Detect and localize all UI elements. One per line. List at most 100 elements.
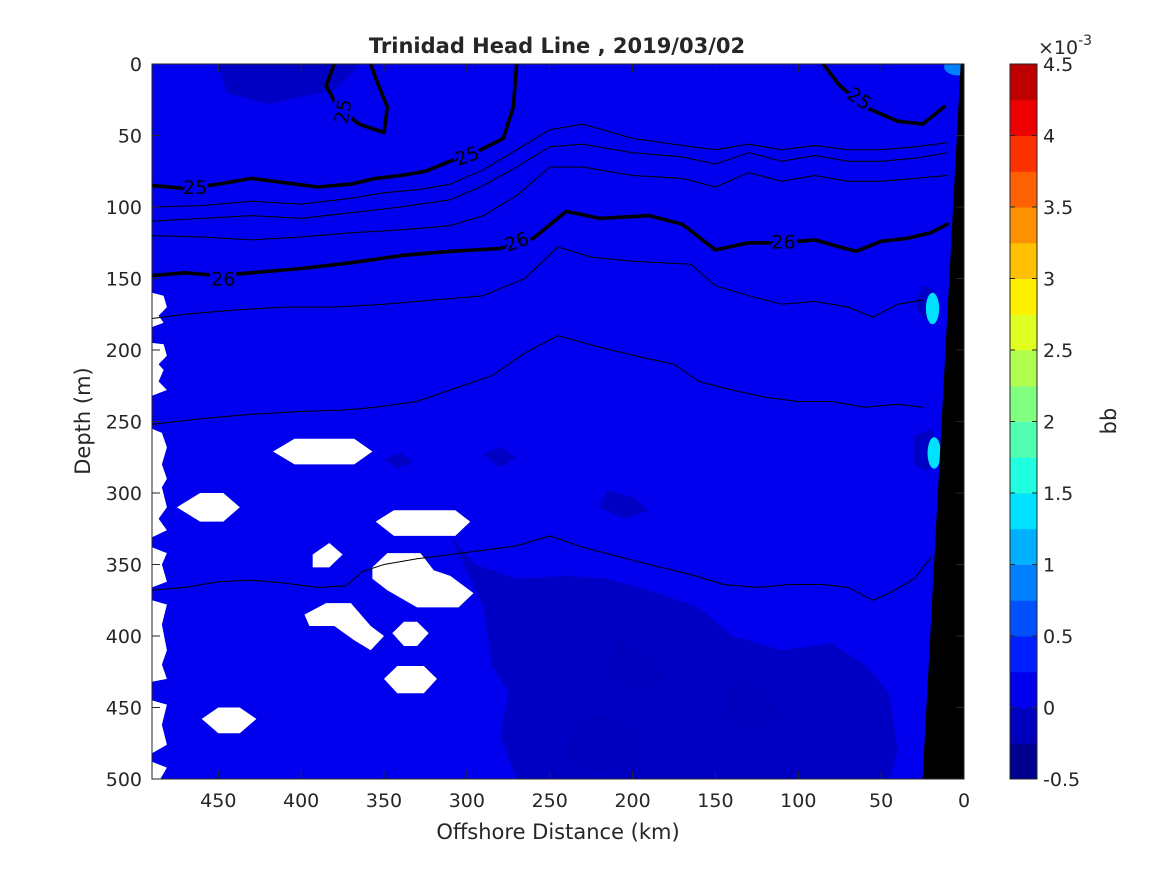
- x-tick-label: 400: [283, 790, 319, 812]
- colorbar-segment: [1010, 707, 1037, 744]
- y-tick-label: 200: [106, 340, 142, 362]
- isopycnal-contour-bold: [821, 64, 946, 126]
- colorbar-segment: [1010, 242, 1037, 279]
- isopycnal-contour-bold: [152, 209, 950, 278]
- y-tick-label: 150: [106, 269, 142, 291]
- colorbar-segment: [1010, 636, 1037, 673]
- colorbar-segment: [1010, 457, 1037, 494]
- no-data-region: [152, 342, 167, 396]
- x-tick-label: 250: [532, 790, 568, 812]
- colorbar-segment: [1010, 171, 1037, 208]
- colorbar-segment: [1010, 528, 1037, 565]
- no-data-region: [201, 707, 257, 734]
- isopycnal-contour: [152, 123, 948, 208]
- no-data-region: [384, 666, 437, 694]
- no-data-region: [152, 428, 167, 538]
- low-value-patch: [483, 447, 517, 468]
- colorbar-tick-label: 4.5: [1043, 54, 1073, 76]
- y-tick-label: 350: [106, 555, 142, 577]
- colorbar-segment: [1010, 99, 1037, 136]
- y-tick-label: 250: [106, 412, 142, 434]
- high-value-spot: [925, 292, 940, 325]
- colorbar-tick-label: -0.5: [1043, 769, 1080, 791]
- colorbar-segment: [1010, 385, 1037, 422]
- isopycnal-contour: [152, 335, 924, 425]
- colorbar-segment: [1010, 350, 1037, 387]
- contour-label: 26: [211, 269, 235, 291]
- x-tick-label: 50: [869, 790, 893, 812]
- high-value-spot: [944, 64, 964, 76]
- seafloor-bathymetry: [922, 64, 964, 779]
- colorbar-segment: [1010, 314, 1037, 351]
- no-data-region: [152, 547, 167, 588]
- colorbar-segment: [1010, 564, 1037, 601]
- axes-layer: 450 400 350 300 250 200 150 100 50 00501001502002…: [106, 54, 970, 812]
- x-tick-label: 0: [958, 790, 970, 812]
- no-data-region: [152, 700, 167, 754]
- contour-label: 26: [771, 231, 795, 253]
- colorbar-segment: [1010, 671, 1037, 708]
- colorbar-exponent-power: -3: [1078, 33, 1092, 49]
- high-value-spot: [927, 437, 941, 469]
- no-data-region: [375, 510, 471, 536]
- isopycnal-contour-bold: [152, 64, 519, 191]
- isopycnal-contour: [152, 166, 948, 241]
- colorbar-tick-label: 2.5: [1043, 340, 1073, 362]
- colorbar-tick-label: 1.5: [1043, 483, 1073, 505]
- colorbar-tick-label: 2: [1043, 412, 1055, 434]
- low-value-patch: [599, 490, 650, 519]
- no-data-region: [273, 438, 373, 465]
- colorbar-segment: [1010, 207, 1037, 244]
- x-tick-label: 200: [614, 790, 650, 812]
- colorbar: -0.5 0 0.5 1 1.5 2 2.5 3 3.5 4 4.5: [1009, 54, 1080, 791]
- low-value-patch: [607, 636, 666, 694]
- low-value-patch: [384, 453, 414, 469]
- contour-label: 25: [331, 98, 357, 126]
- no-data-region: [152, 761, 167, 779]
- colorbar-tick-label: 0: [1043, 698, 1055, 720]
- colorbar-tick-label: 0.5: [1043, 626, 1073, 648]
- colorbar-segment: [1010, 421, 1037, 458]
- no-data-region: [392, 621, 429, 646]
- y-tick-label: 100: [106, 197, 142, 219]
- no-data-region: [304, 603, 384, 651]
- x-tick-label: 350: [366, 790, 402, 812]
- colorbar-segment: [1010, 600, 1037, 637]
- colorbar-segment: [1010, 135, 1037, 172]
- y-tick-label: 500: [106, 769, 142, 791]
- contour-label: 25: [183, 177, 207, 199]
- colorbar-exponent-base: ×10: [1038, 37, 1078, 59]
- x-tick-label: 300: [449, 790, 485, 812]
- x-tick-label: 100: [780, 790, 816, 812]
- isopycnal-contour: [152, 246, 924, 319]
- low-value-patch: [450, 535, 898, 779]
- no-data-region: [372, 553, 474, 608]
- no-data-region: [152, 600, 167, 682]
- y-tick-label: 0: [130, 54, 142, 76]
- isopycnal-contour: [152, 143, 948, 222]
- colorbar-tick-label: 3.5: [1043, 197, 1073, 219]
- isopycnal-contour-bold: [324, 64, 390, 135]
- x-tick-label: 150: [697, 790, 733, 812]
- low-value-patch: [218, 64, 360, 104]
- colorbar-segment: [1010, 64, 1037, 101]
- x-axis-label: Offshore Distance (km): [436, 820, 679, 844]
- isopycnal-contour: [152, 535, 932, 601]
- y-tick-label: 450: [106, 698, 142, 720]
- y-tick-label: 300: [106, 483, 142, 505]
- colorbar-segment: [1010, 493, 1037, 530]
- y-tick-label: 400: [106, 626, 142, 648]
- low-value-patch: [723, 678, 782, 729]
- colorbar-tick-label: 3: [1043, 269, 1055, 291]
- x-tick-label: 450: [200, 790, 236, 812]
- colorbar-label: bb: [1097, 408, 1121, 435]
- y-tick-label: 50: [118, 126, 142, 148]
- colorbar-tick-label: 4: [1043, 126, 1055, 148]
- contour-layer: [152, 64, 950, 601]
- colorbar-exponent-label: ×10-3: [1038, 33, 1092, 59]
- chart-title: Trinidad Head Line , 2019/03/02: [369, 34, 745, 58]
- no-data-region: [176, 493, 240, 522]
- low-value-patch: [566, 714, 641, 772]
